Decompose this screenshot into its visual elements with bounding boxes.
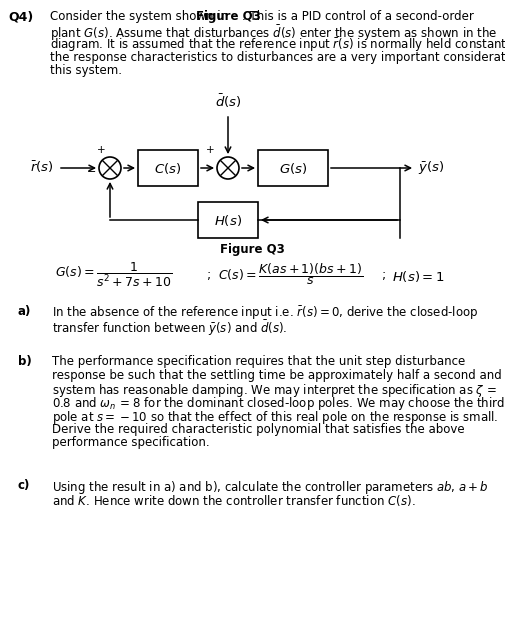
Text: plant $G(s)$. Assume that disturbances $\bar{d}(s)$ enter the system as shown in: plant $G(s)$. Assume that disturbances $…	[50, 24, 497, 43]
Text: ;: ;	[207, 269, 211, 282]
Text: $G(s) = \dfrac{1}{s^2+7s+10}$: $G(s) = \dfrac{1}{s^2+7s+10}$	[55, 261, 172, 289]
Text: $\bar{y}(s)$: $\bar{y}(s)$	[418, 158, 444, 176]
Text: $\bar{d}(s)$: $\bar{d}(s)$	[215, 92, 241, 110]
Text: $G(s)$: $G(s)$	[279, 160, 307, 176]
Text: a): a)	[18, 305, 31, 318]
Text: $H(s) = 1$: $H(s) = 1$	[392, 269, 445, 284]
Text: Figure Q3: Figure Q3	[220, 243, 284, 256]
Text: and $K$. Hence write down the controller transfer function $C(s)$.: and $K$. Hence write down the controller…	[52, 493, 416, 508]
Text: . This is a PID control of a second-order: . This is a PID control of a second-orde…	[242, 10, 474, 23]
FancyBboxPatch shape	[138, 150, 198, 186]
Text: c): c)	[18, 480, 30, 493]
Text: system has reasonable damping. We may interpret the specification as $\zeta$ =: system has reasonable damping. We may in…	[52, 382, 496, 399]
Text: $H(s)$: $H(s)$	[214, 212, 242, 228]
Text: Using the result in a) and b), calculate the controller parameters $ab$, $a + b$: Using the result in a) and b), calculate…	[52, 480, 489, 496]
Text: $\bar{r}(s)$: $\bar{r}(s)$	[30, 159, 54, 175]
FancyBboxPatch shape	[258, 150, 328, 186]
Text: The performance specification requires that the unit step disturbance: The performance specification requires t…	[52, 355, 465, 368]
Text: performance specification.: performance specification.	[52, 436, 210, 449]
FancyBboxPatch shape	[198, 202, 258, 238]
Text: Q4): Q4)	[8, 10, 33, 23]
Text: Figure Q3: Figure Q3	[196, 10, 261, 23]
Text: +: +	[207, 145, 215, 155]
Text: pole at $s = -10$ so that the effect of this real pole on the response is small.: pole at $s = -10$ so that the effect of …	[52, 409, 498, 426]
Text: $C(s)$: $C(s)$	[155, 160, 182, 176]
Text: ;: ;	[382, 269, 386, 282]
Text: In the absence of the reference input i.e. $\bar{r}(s) = 0$, derive the closed-l: In the absence of the reference input i.…	[52, 305, 478, 322]
Text: this system.: this system.	[50, 64, 122, 77]
Text: the response characteristics to disturbances are a very important consideration : the response characteristics to disturba…	[50, 51, 505, 64]
Text: $C(s) = \dfrac{K(as+1)(bs+1)}{s}$: $C(s) = \dfrac{K(as+1)(bs+1)}{s}$	[218, 261, 363, 287]
Text: Derive the required characteristic polynomial that satisfies the above: Derive the required characteristic polyn…	[52, 423, 465, 436]
Text: response be such that the settling time be approximately half a second and the: response be such that the settling time …	[52, 368, 505, 381]
Text: b): b)	[18, 355, 32, 368]
Text: transfer function between $\bar{y}(s)$ and $\bar{d}(s)$.: transfer function between $\bar{y}(s)$ a…	[52, 319, 287, 338]
Text: +: +	[96, 145, 106, 155]
Text: diagram. It is assumed that the reference input $\bar{r}(s)$ is normally held co: diagram. It is assumed that the referenc…	[50, 37, 505, 54]
Text: −: −	[87, 167, 96, 177]
Text: 0.8 and $\omega_n$ = 8 for the dominant closed-loop poles. We may choose the thi: 0.8 and $\omega_n$ = 8 for the dominant …	[52, 396, 505, 412]
Text: Consider the system shown in: Consider the system shown in	[50, 10, 232, 23]
